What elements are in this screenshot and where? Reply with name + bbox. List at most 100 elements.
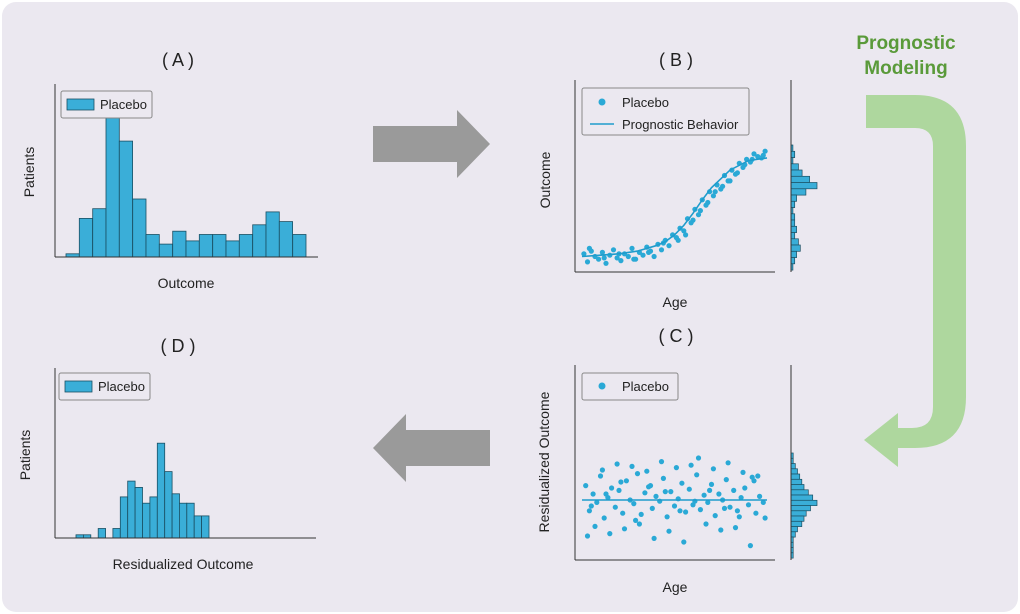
scatter-point bbox=[629, 245, 635, 251]
histogram-bar bbox=[265, 211, 280, 258]
scatter-point bbox=[601, 255, 607, 261]
marginal-bar bbox=[790, 200, 796, 208]
histogram-bar bbox=[97, 528, 106, 539]
scatter-point bbox=[599, 467, 606, 473]
scatter-point bbox=[710, 466, 717, 472]
scatter-point bbox=[623, 478, 630, 484]
scatter-point bbox=[677, 508, 683, 514]
histogram-bar bbox=[149, 496, 158, 539]
scatter-point bbox=[755, 473, 761, 479]
panel-b-marginal-histogram bbox=[790, 144, 818, 271]
marginal-bar bbox=[790, 494, 814, 501]
scatter-point bbox=[603, 260, 609, 266]
scatter-point bbox=[762, 148, 768, 154]
scatter-point bbox=[683, 232, 689, 238]
arrow-right-icon bbox=[373, 110, 490, 178]
scatter-point bbox=[596, 256, 602, 262]
histogram-bar bbox=[118, 140, 134, 258]
legend-point-marker bbox=[598, 382, 606, 390]
scatter-point bbox=[705, 199, 711, 206]
scatter-point bbox=[736, 514, 742, 520]
scatter-point bbox=[614, 461, 620, 467]
scatter-point bbox=[586, 508, 593, 514]
scatter-point bbox=[666, 528, 672, 534]
marginal-bar bbox=[790, 257, 796, 265]
panel-b-label: ( B ) bbox=[659, 50, 693, 70]
scatter-point bbox=[642, 490, 648, 496]
scatter-point bbox=[701, 492, 707, 498]
marginal-bar bbox=[790, 473, 801, 480]
histogram-bar bbox=[238, 234, 254, 258]
scatter-point bbox=[760, 499, 766, 505]
scatter-point bbox=[646, 249, 652, 255]
scatter-point bbox=[633, 517, 639, 524]
scatter-point bbox=[727, 178, 733, 184]
histogram-bar bbox=[278, 221, 293, 258]
scatter-point bbox=[649, 505, 655, 511]
scatter-point bbox=[658, 459, 665, 465]
scatter-point bbox=[634, 471, 641, 477]
scatter-point bbox=[695, 212, 702, 218]
scatter-point bbox=[721, 505, 728, 511]
marginal-bar bbox=[790, 468, 798, 475]
scatter-point bbox=[712, 513, 718, 519]
histogram-bar bbox=[201, 515, 210, 539]
scatter-point bbox=[718, 527, 724, 533]
marginal-bar bbox=[790, 213, 796, 221]
marginal-bar bbox=[790, 526, 798, 533]
scatter-point bbox=[708, 481, 715, 487]
scatter-point bbox=[590, 491, 596, 497]
panel-b-scatter bbox=[581, 148, 768, 266]
prognostic-flow-arrow-icon bbox=[864, 95, 966, 467]
panel-d-y-label: Patients bbox=[17, 430, 33, 481]
scatter-point bbox=[581, 251, 587, 257]
marginal-bar bbox=[790, 505, 811, 512]
scatter-point bbox=[740, 469, 746, 475]
flow-title-line2: Modeling bbox=[864, 58, 947, 79]
panel-b-x-label: Age bbox=[663, 294, 688, 310]
arrow-left-icon bbox=[373, 414, 490, 482]
scatter-point bbox=[621, 526, 628, 532]
histogram-bar bbox=[164, 471, 173, 539]
scatter-point bbox=[732, 525, 739, 531]
scatter-point bbox=[620, 510, 626, 516]
histogram-bar bbox=[185, 240, 200, 258]
marginal-bar bbox=[790, 238, 799, 246]
marginal-bar bbox=[790, 150, 796, 158]
scatter-point bbox=[609, 485, 615, 491]
marginal-bar bbox=[790, 250, 797, 258]
scatter-point bbox=[592, 523, 598, 530]
histogram-bar bbox=[172, 230, 187, 258]
scatter-point bbox=[734, 170, 741, 176]
scatter-point bbox=[644, 468, 650, 474]
panel-a-y-label: Patients bbox=[21, 147, 37, 198]
histogram-bar bbox=[134, 486, 143, 539]
legend-label: Placebo bbox=[100, 97, 147, 112]
marginal-bar bbox=[790, 232, 796, 240]
scatter-point bbox=[675, 237, 681, 243]
legend-box bbox=[581, 372, 679, 401]
scatter-point bbox=[607, 531, 613, 537]
scatter-point bbox=[681, 228, 687, 234]
scatter-point bbox=[762, 515, 768, 521]
histogram-bar bbox=[145, 234, 160, 258]
histogram-bar bbox=[132, 198, 147, 258]
marginal-bar bbox=[790, 510, 807, 517]
scatter-point bbox=[703, 521, 709, 527]
scatter-point bbox=[757, 493, 763, 499]
scatter-point bbox=[631, 256, 637, 262]
marginal-bar bbox=[790, 515, 805, 522]
panel-d-x-label: Residualized Outcome bbox=[113, 556, 254, 572]
histogram-bar bbox=[105, 108, 120, 258]
marginal-bar bbox=[790, 463, 796, 470]
scatter-point bbox=[716, 491, 722, 497]
histogram-bar bbox=[112, 528, 121, 539]
panel-a: ( A ) Placebo Outcome Patients bbox=[21, 50, 318, 291]
panel-a-x-label: Outcome bbox=[158, 275, 215, 291]
scatter-point bbox=[601, 515, 607, 521]
fit-line bbox=[581, 157, 768, 258]
scatter-point bbox=[658, 247, 665, 253]
scatter-point bbox=[679, 480, 685, 486]
scatter-point bbox=[636, 521, 643, 527]
